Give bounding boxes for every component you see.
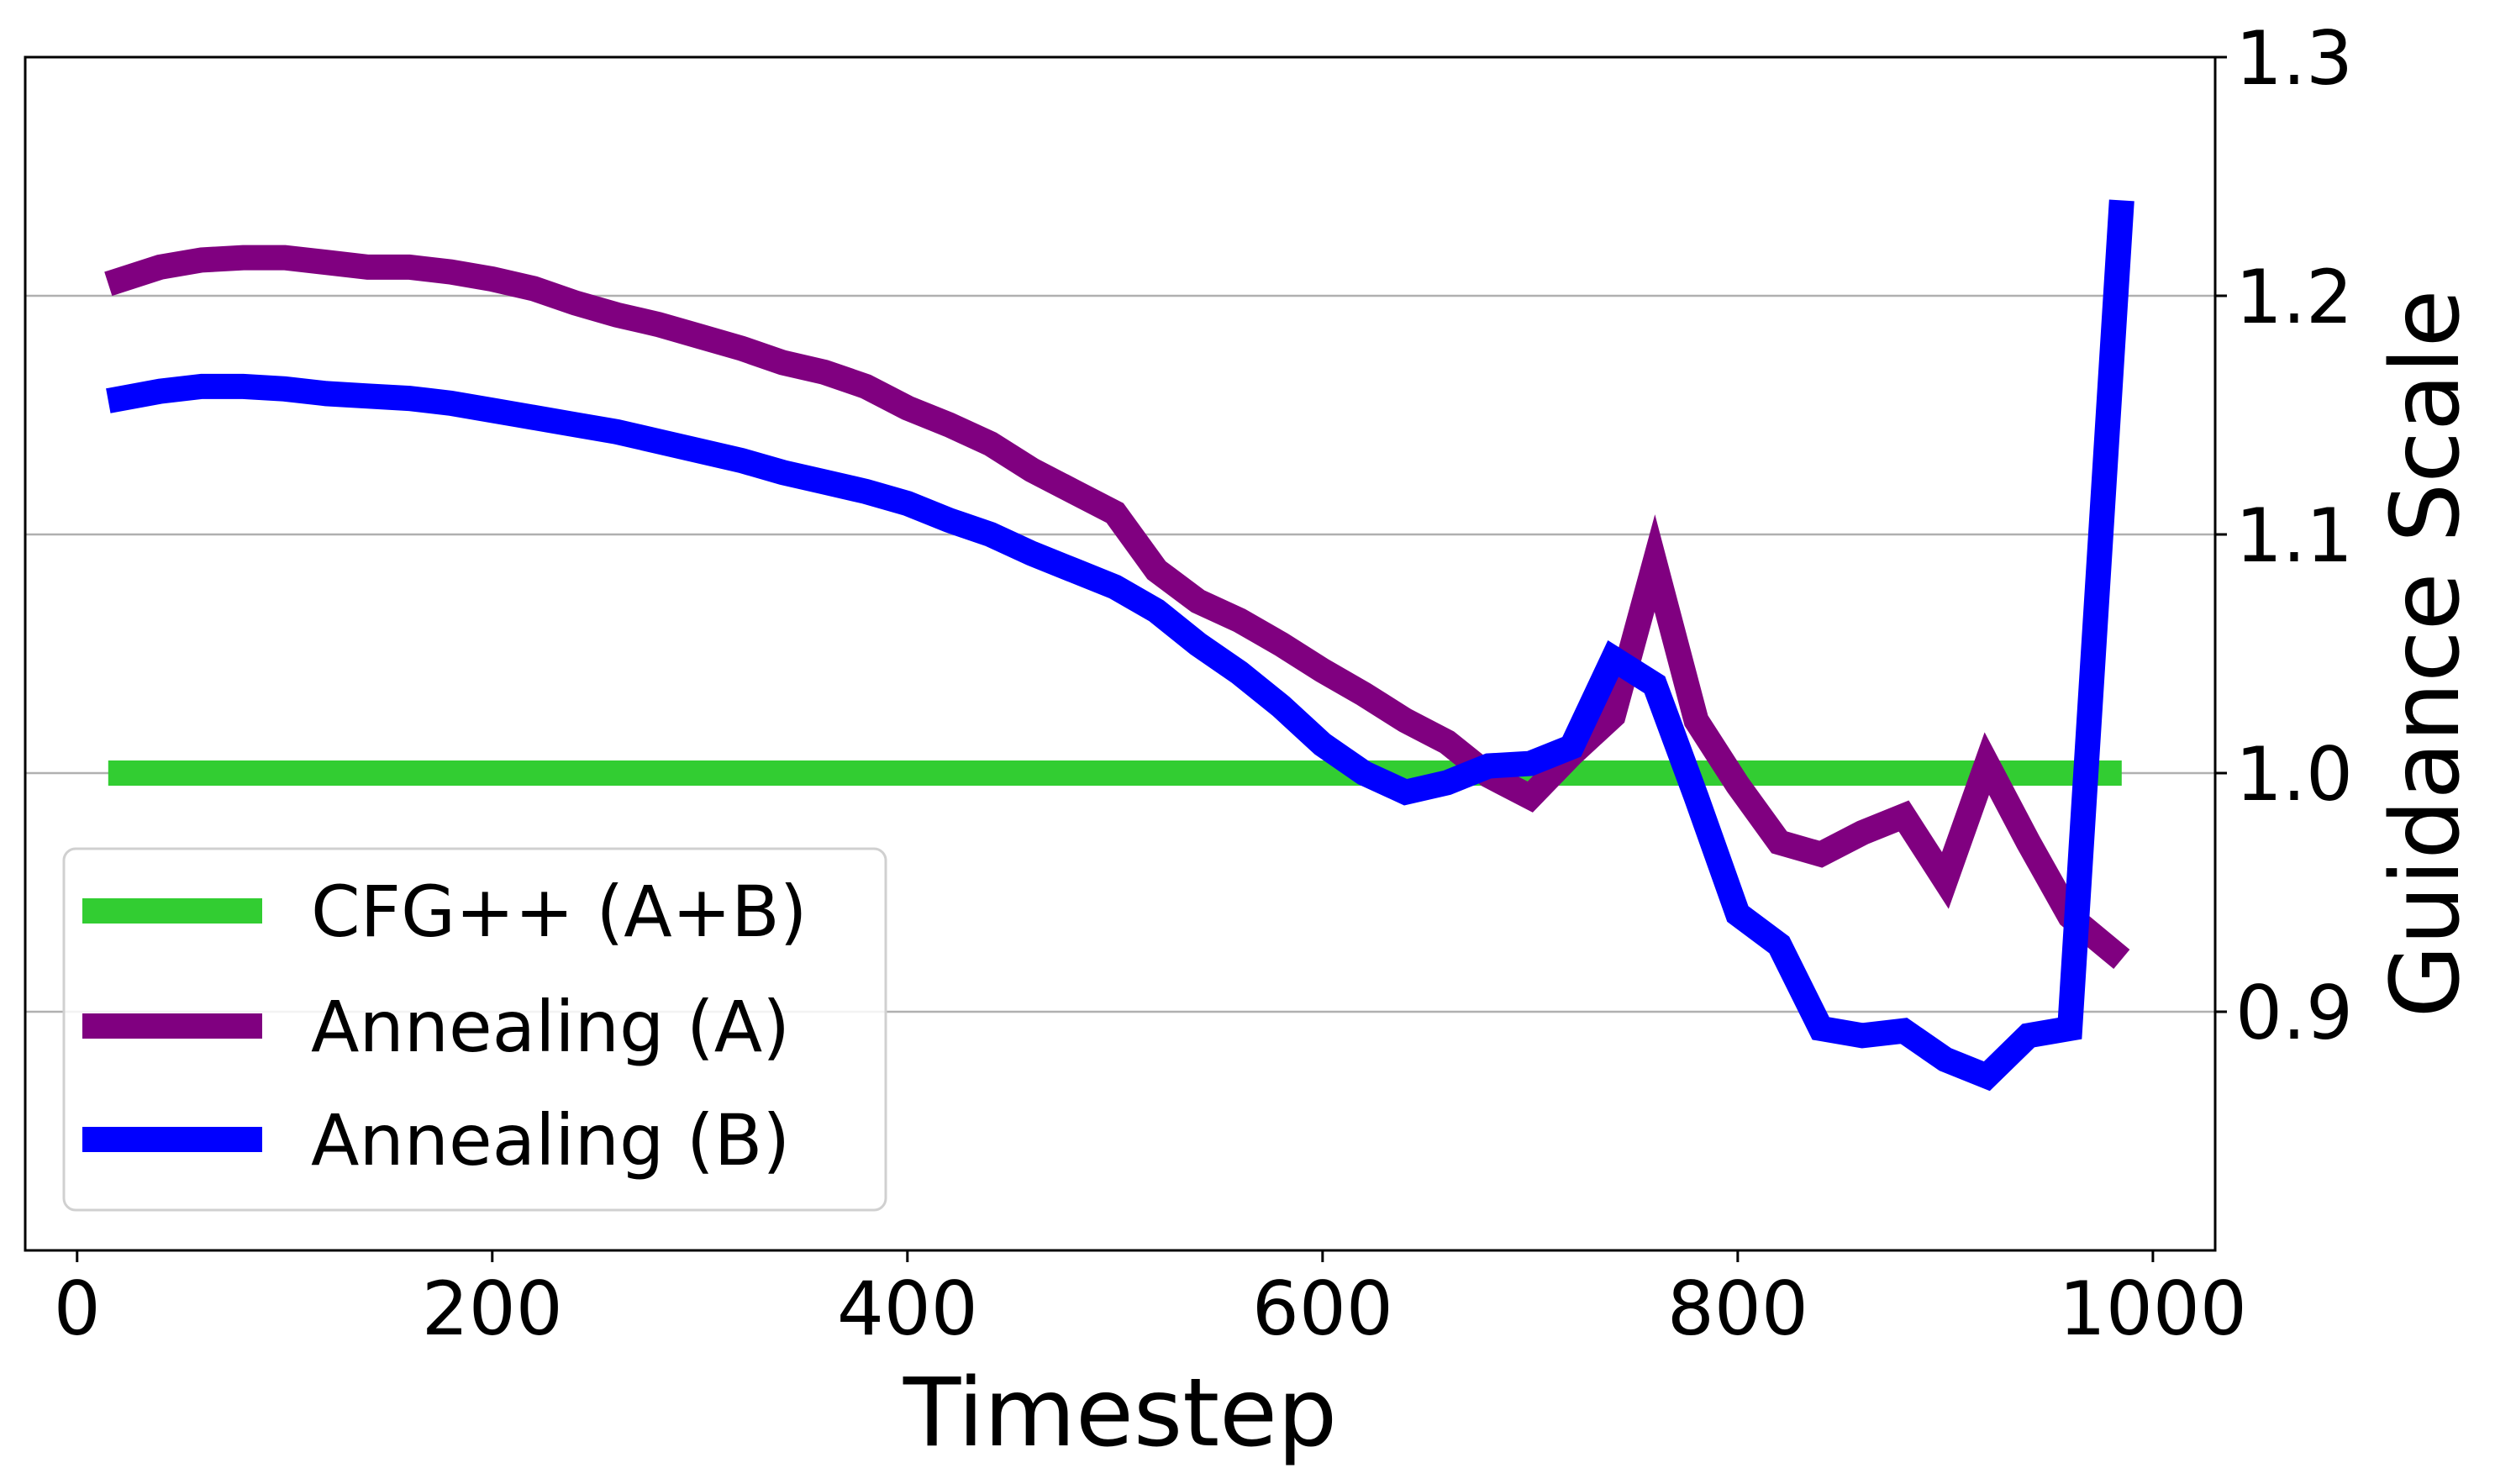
legend-label-3: Annealing (B) xyxy=(311,1099,790,1181)
x-axis-title: Timestep xyxy=(903,1359,1337,1468)
series-lines xyxy=(104,199,2134,1092)
x-tick-label: 600 xyxy=(1252,1266,1393,1352)
axis-ticks: 0 200 400 600 800 1000 0.9 1.0 1.1 1.2 1.3 xyxy=(54,15,2353,1352)
x-tick-label: 800 xyxy=(1667,1266,1808,1352)
y-tick-label: 1.2 xyxy=(2235,254,2353,340)
y-tick-label: 1.1 xyxy=(2235,492,2353,579)
x-tick-label: 1000 xyxy=(2059,1266,2247,1352)
x-tick-label: 0 xyxy=(54,1266,101,1352)
y-tick-label: 0.9 xyxy=(2235,970,2353,1056)
legend-label-1: CFG++ (A+B) xyxy=(311,871,808,953)
series-line-2 xyxy=(104,245,2130,970)
y-axis-title: Guidance Scale xyxy=(2371,289,2481,1018)
legend-label-2: Annealing (A) xyxy=(311,986,790,1068)
x-tick-label: 400 xyxy=(837,1266,978,1352)
y-tick-label: 1.3 xyxy=(2235,15,2353,102)
plot-frame xyxy=(24,55,2217,1252)
y-tick-label: 1.0 xyxy=(2235,731,2353,818)
series-line-3 xyxy=(106,199,2134,1092)
legend-box xyxy=(62,847,887,1212)
x-tick-label: 200 xyxy=(422,1266,563,1352)
legend: CFG++ (A+B) Annealing (A) Annealing (B) xyxy=(62,847,887,1212)
